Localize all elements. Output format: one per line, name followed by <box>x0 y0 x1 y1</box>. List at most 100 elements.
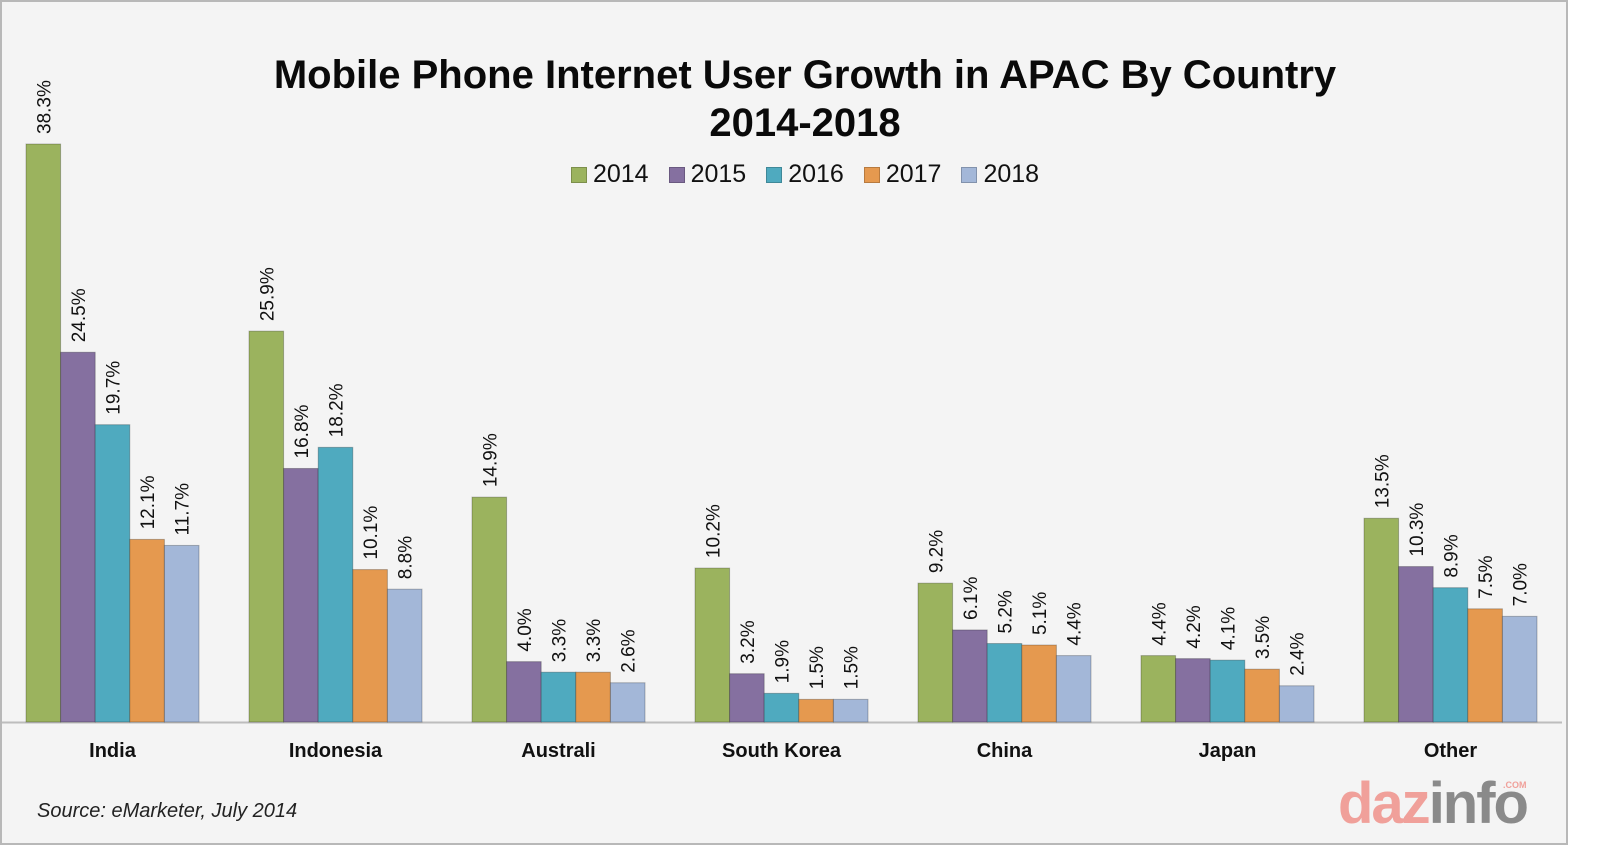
data-label: 13.5% <box>1372 454 1393 508</box>
bar-china-2017 <box>1021 644 1057 723</box>
legend-item-2016: 2016 <box>766 160 844 189</box>
bar-indonesia-2016 <box>317 446 354 723</box>
data-label: 1.9% <box>773 640 794 683</box>
data-label: 1.5% <box>842 646 863 689</box>
data-label: 4.2% <box>1184 605 1205 648</box>
data-label: 2.6% <box>619 629 640 672</box>
data-label: 4.1% <box>1219 607 1240 650</box>
legend-item-2015: 2015 <box>668 160 747 189</box>
logo-part-2: info <box>1428 771 1529 836</box>
legend-item-2018: 2018 <box>961 160 1039 189</box>
data-label: 8.8% <box>396 536 417 579</box>
bar-australi-2018 <box>609 682 646 723</box>
data-label: 11.7% <box>173 483 194 536</box>
legend-swatch <box>570 166 587 183</box>
data-label: 4.0% <box>515 608 536 651</box>
legend: 2014 2015 2016 2017 2018 <box>0 160 1600 189</box>
bar-indonesia-2014 <box>248 330 285 723</box>
bar-japan-2014 <box>1140 655 1177 723</box>
bar-south-korea-2014 <box>694 567 731 723</box>
data-label: 3.2% <box>738 620 759 663</box>
legend-label: 2015 <box>690 160 747 188</box>
category-label: India <box>89 740 137 762</box>
bar-indonesia-2018 <box>386 588 423 723</box>
category-label: Other <box>1424 740 1478 762</box>
data-label: 5.2% <box>996 590 1017 633</box>
legend-swatch <box>961 166 978 183</box>
data-label: 24.5% <box>69 288 90 342</box>
data-label: 9.2% <box>926 530 947 573</box>
data-label: 12.1% <box>138 475 159 529</box>
legend-label: 2017 <box>885 160 942 188</box>
source-note: Source: eMarketer, July 2014 <box>37 800 298 822</box>
bar-china-2015 <box>952 629 988 723</box>
data-label: 2.4% <box>1288 632 1309 675</box>
data-label: 3.5% <box>1253 616 1274 659</box>
legend-label: 2018 <box>983 160 1040 188</box>
data-label: 6.1% <box>961 577 982 620</box>
legend-label: 2014 <box>592 160 649 188</box>
bar-australi-2015 <box>506 661 542 723</box>
bar-australi-2017 <box>575 671 611 723</box>
bar-other-2018 <box>1501 615 1538 723</box>
category-label: South Korea <box>722 740 842 762</box>
data-label: 7.5% <box>1476 555 1497 598</box>
data-label: 3.3% <box>550 619 571 662</box>
data-label: 14.9% <box>480 433 501 487</box>
category-label: Japan <box>1199 740 1257 762</box>
bar-other-2015 <box>1398 566 1434 723</box>
data-label: 7.0% <box>1511 563 1532 606</box>
category-label: Indonesia <box>289 740 383 762</box>
legend-item-2017: 2017 <box>863 160 942 189</box>
legend-item-2014: 2014 <box>570 160 649 189</box>
bar-indonesia-2015 <box>283 467 319 723</box>
bar-japan-2015 <box>1175 658 1211 723</box>
bar-other-2017 <box>1467 608 1503 723</box>
data-label: 10.2% <box>703 504 724 558</box>
data-label: 8.9% <box>1442 534 1463 577</box>
chart-title: Mobile Phone Internet User Growth in APA… <box>273 53 1337 97</box>
bar-australi-2014 <box>471 496 508 723</box>
data-label: 18.2% <box>327 383 348 437</box>
bar-india-2014 <box>25 143 62 723</box>
bar-india-2018 <box>163 544 200 723</box>
bar-china-2014 <box>917 582 954 723</box>
data-label: 5.1% <box>1030 592 1051 635</box>
data-label: 25.9% <box>257 267 278 321</box>
category-label: Australi <box>521 740 595 762</box>
data-label: 3.3% <box>584 619 605 662</box>
bar-other-2016 <box>1432 587 1469 723</box>
bar-india-2015 <box>60 351 96 723</box>
bar-china-2018 <box>1055 655 1092 723</box>
bar-south-korea-2018 <box>832 698 869 723</box>
chart-subtitle: 2014-2018 <box>709 101 901 145</box>
bar-india-2017 <box>129 538 165 723</box>
data-label: 16.8% <box>292 404 313 458</box>
bar-south-korea-2015 <box>729 673 765 723</box>
bar-japan-2016 <box>1209 659 1246 723</box>
legend-swatch <box>766 166 783 183</box>
legend-swatch <box>863 166 880 183</box>
data-label: 4.4% <box>1149 602 1170 645</box>
bar-other-2014 <box>1363 517 1400 723</box>
bar-china-2016 <box>986 643 1023 723</box>
data-label: 10.1% <box>361 506 382 560</box>
logo-part-1: daz <box>1338 771 1431 836</box>
bar-south-korea-2017 <box>798 698 834 723</box>
legend-swatch <box>668 166 685 183</box>
dazeinfo-logo: daz info .COM <box>1338 770 1529 836</box>
logo-suffix: .COM <box>1503 780 1527 790</box>
data-label: 38.3% <box>34 80 55 134</box>
legend-label: 2016 <box>788 160 844 188</box>
bar-japan-2018 <box>1278 685 1315 723</box>
data-label: 19.7% <box>104 361 125 415</box>
bar-indonesia-2017 <box>352 569 388 723</box>
bar-south-korea-2016 <box>763 692 800 723</box>
data-label: 4.4% <box>1065 602 1086 645</box>
data-label: 10.3% <box>1407 503 1428 557</box>
category-label: China <box>977 740 1033 762</box>
bar-india-2016 <box>94 424 131 723</box>
bar-australi-2016 <box>540 671 577 723</box>
data-label: 1.5% <box>807 646 828 689</box>
